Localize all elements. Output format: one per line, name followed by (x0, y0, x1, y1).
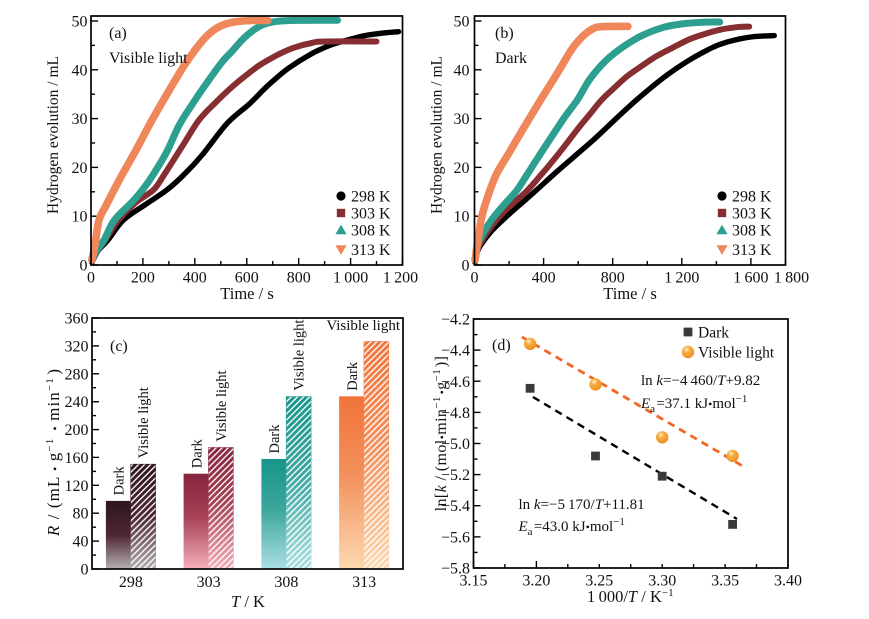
svg-text:298 K: 298 K (351, 189, 391, 206)
svg-text:1 800: 1 800 (774, 270, 809, 287)
svg-text:400: 400 (183, 270, 207, 287)
svg-text:Visible light: Visible light (326, 318, 401, 334)
svg-text:30: 30 (454, 111, 470, 128)
svg-text:Hydrogen evolution / mL: Hydrogen evolution / mL (45, 56, 62, 214)
svg-text:0: 0 (471, 270, 479, 287)
svg-text:280: 280 (65, 366, 89, 383)
svg-text:Dark: Dark (495, 50, 527, 67)
svg-text:40: 40 (454, 62, 470, 79)
svg-text:ln k=−4 460/T+9.82: ln k=−4 460/T+9.82 (641, 373, 760, 389)
svg-text:313: 313 (352, 574, 376, 591)
svg-text:303: 303 (197, 574, 221, 591)
svg-text:80: 80 (73, 506, 89, 523)
svg-text:T / K: T / K (231, 592, 265, 611)
svg-text:298: 298 (119, 574, 143, 591)
svg-text:(a): (a) (109, 25, 127, 42)
svg-text:303 K: 303 K (351, 206, 391, 223)
svg-text:Dark: Dark (189, 438, 205, 468)
svg-text:313 K: 313 K (351, 242, 391, 259)
svg-text:40: 40 (73, 534, 89, 551)
svg-text:30: 30 (72, 111, 88, 128)
svg-text:Visible light: Visible light (698, 345, 775, 362)
svg-text:240: 240 (65, 394, 89, 411)
svg-text:Visible light: Visible light (109, 50, 188, 67)
svg-text:50: 50 (454, 14, 470, 31)
svg-text:120: 120 (65, 478, 89, 495)
svg-text:50: 50 (72, 14, 88, 31)
svg-text:10: 10 (72, 209, 88, 226)
svg-text:1 000: 1 000 (333, 270, 368, 287)
svg-text:Dark: Dark (267, 424, 283, 454)
svg-text:−5.0: −5.0 (441, 436, 470, 453)
svg-text:1 200: 1 200 (383, 270, 418, 287)
svg-text:ln k=−5 170/T+11.81: ln k=−5 170/T+11.81 (519, 497, 645, 513)
svg-text:Time / s: Time / s (603, 284, 657, 303)
svg-text:160: 160 (65, 450, 89, 467)
svg-text:−4.8: −4.8 (441, 405, 470, 422)
svg-text:3.25: 3.25 (585, 573, 613, 590)
svg-text:3.40: 3.40 (774, 573, 802, 590)
svg-text:20: 20 (72, 160, 88, 177)
svg-text:0: 0 (81, 562, 89, 579)
svg-text:200: 200 (131, 270, 155, 287)
svg-text:(d): (d) (492, 337, 511, 354)
svg-text:3.30: 3.30 (648, 573, 676, 590)
svg-text:(b): (b) (495, 25, 514, 42)
svg-text:ln[k / (mol•min−1 •g−1 )]: ln[k / (mol•min−1 •g−1 )] (431, 356, 450, 512)
svg-text:(c): (c) (110, 338, 128, 355)
svg-text:303 K: 303 K (732, 206, 772, 223)
svg-text:308 K: 308 K (351, 223, 391, 240)
svg-text:320: 320 (65, 338, 89, 355)
svg-text:298 K: 298 K (732, 189, 772, 206)
svg-text:Hydrogen evolution / mL: Hydrogen evolution / mL (429, 56, 446, 214)
svg-text:Ea =43.0 kJ•mol−1: Ea =43.0 kJ•mol−1 (518, 516, 627, 538)
svg-text:0: 0 (87, 270, 95, 287)
svg-text:−5.6: −5.6 (441, 529, 470, 546)
svg-text:1 200: 1 200 (664, 270, 699, 287)
svg-text:800: 800 (287, 270, 311, 287)
svg-text:−4.4: −4.4 (441, 343, 470, 360)
svg-text:0: 0 (80, 258, 88, 275)
svg-text:Time / s: Time / s (220, 284, 274, 303)
svg-text:Dark: Dark (112, 466, 128, 496)
svg-text:−4.6: −4.6 (441, 374, 470, 391)
svg-text:3.20: 3.20 (522, 573, 550, 590)
svg-text:308 K: 308 K (732, 223, 772, 240)
svg-text:10: 10 (454, 209, 470, 226)
svg-text:Dark: Dark (698, 325, 729, 342)
svg-text:313 K: 313 K (732, 242, 772, 259)
svg-text:−5.8: −5.8 (441, 561, 470, 578)
svg-text:Dark: Dark (345, 361, 361, 391)
svg-text:360: 360 (65, 311, 89, 328)
svg-text:Ea =37.1 kJ•mol−1: Ea =37.1 kJ•mol−1 (640, 393, 749, 415)
svg-text:800: 800 (601, 270, 625, 287)
svg-text:1 000/T / K−1: 1 000/T / K−1 (587, 587, 675, 606)
svg-text:Visible light: Visible light (136, 387, 152, 458)
svg-text:Visible light: Visible light (292, 320, 308, 391)
svg-text:−5.4: −5.4 (441, 498, 470, 515)
svg-text:3.15: 3.15 (460, 573, 488, 590)
svg-text:200: 200 (65, 422, 89, 439)
svg-text:308: 308 (274, 574, 298, 591)
svg-text:1 600: 1 600 (733, 270, 768, 287)
svg-text:−5.2: −5.2 (441, 467, 470, 484)
svg-text:0: 0 (462, 258, 470, 275)
svg-text:20: 20 (454, 160, 470, 177)
svg-text:400: 400 (532, 270, 556, 287)
svg-text:600: 600 (235, 270, 259, 287)
svg-text:Visible light: Visible light (214, 370, 230, 441)
svg-text:3.35: 3.35 (711, 573, 739, 590)
svg-text:−4.2: −4.2 (441, 312, 470, 329)
svg-text:R / (mL • g−1 • min−1 ): R / (mL • g−1 • min−1 ) (44, 368, 63, 537)
svg-text:40: 40 (72, 62, 88, 79)
